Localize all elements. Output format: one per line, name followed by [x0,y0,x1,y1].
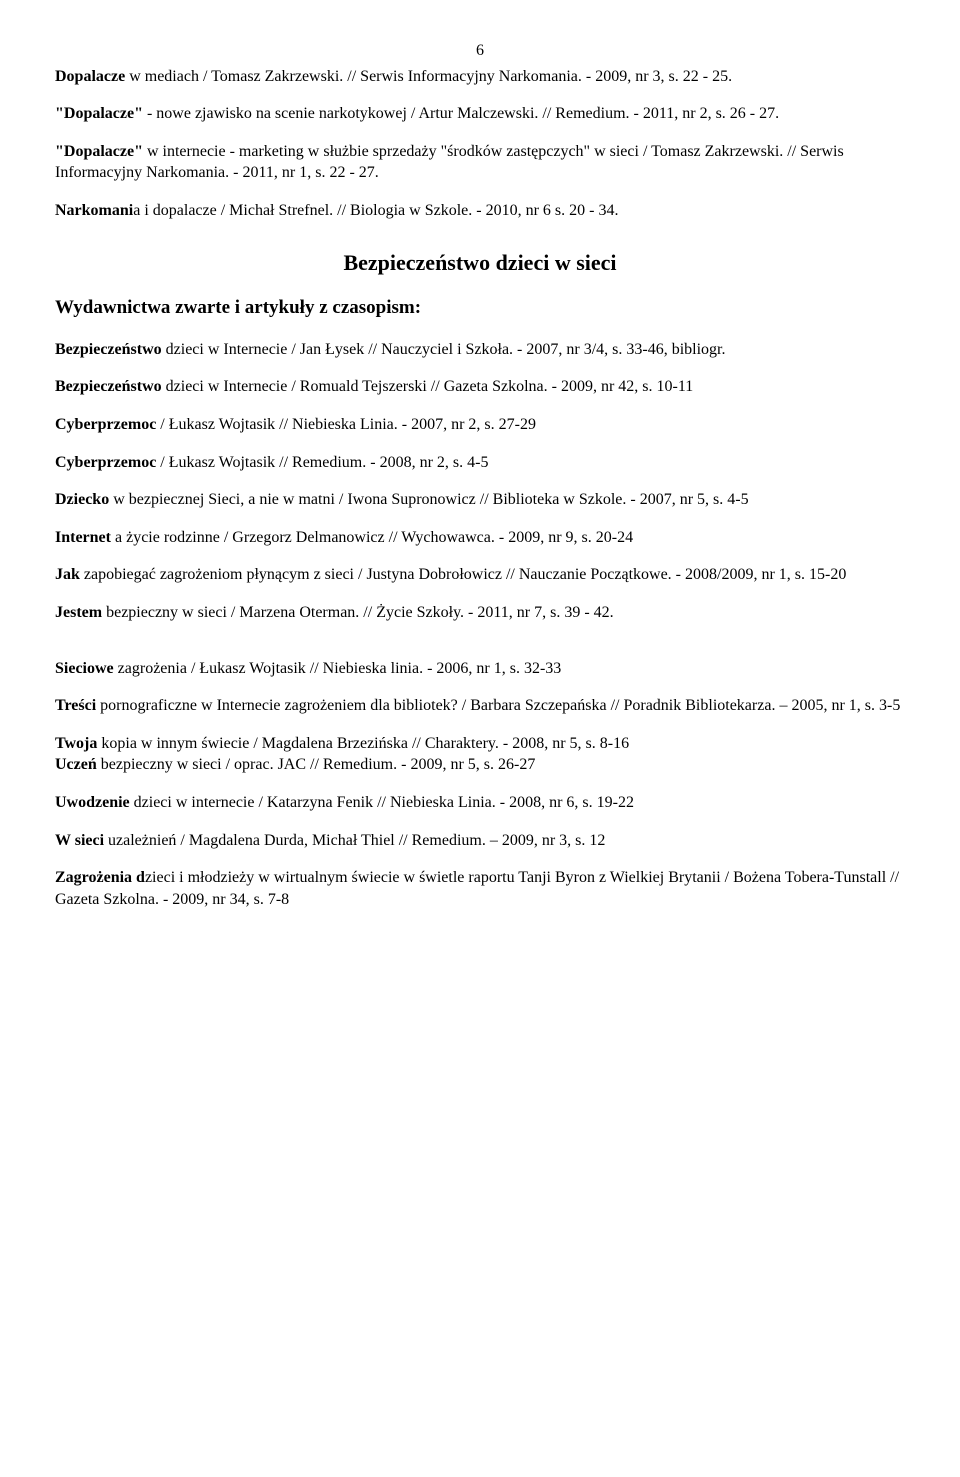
entry-rest: zapobiegać zagrożeniom płynącym z sieci … [80,566,846,583]
entry-lead: Internet [55,529,111,546]
bib-entry: Jak zapobiegać zagrożeniom płynącym z si… [55,564,905,586]
entry-rest: dzieci w Internecie / Romuald Tejszerski… [162,378,694,395]
bib-entry: Internet a życie rodzinne / Grzegorz Del… [55,527,905,549]
bib-entry: Treści pornograficzne w Internecie zagro… [55,695,905,717]
top-entries: Dopalacze w mediach / Tomasz Zakrzewski.… [55,66,905,222]
bib-entry-double: Twoja kopia w innym świecie / Magdalena … [55,733,905,776]
entry-lead: W sieci [55,832,104,849]
entry-rest: zieci i młodzieży w wirtualnym świecie w… [55,869,899,908]
entry-lead: Jak [55,566,80,583]
entry-rest: bezpieczny w sieci / Marzena Oterman. //… [102,604,614,621]
entry-lead: Dziecko [55,491,109,508]
entry-lead: Dopalacze [55,68,125,85]
bib-entry: Cyberprzemoc / Łukasz Wojtasik // Niebie… [55,414,905,436]
subsection-title: Wydawnictwa zwarte i artykuły z czasopis… [55,295,905,321]
entry-rest: w internecie - marketing w służbie sprze… [55,143,844,182]
bib-entry: Bezpieczeństwo dzieci w Internecie / Jan… [55,339,905,361]
entry-lead: Jestem [55,604,102,621]
entry-lead: Cyberprzemoc [55,416,156,433]
entry-rest: bezpieczny w sieci / oprac. JAC // Remed… [97,756,536,773]
entry-lead: Bezpieczeństwo [55,378,162,395]
entry-rest: dzieci w internecie / Katarzyna Fenik //… [130,794,634,811]
entry-lead: "Dopalacze" [55,143,143,160]
bib-entry: W sieci uzależnień / Magdalena Durda, Mi… [55,830,905,852]
bib-entry: Jestem bezpieczny w sieci / Marzena Oter… [55,602,905,624]
entry-rest: kopia w innym świecie / Magdalena Brzezi… [97,735,629,752]
bib-entry: Dziecko w bezpiecznej Sieci, a nie w mat… [55,489,905,511]
entry-rest: dzieci w Internecie / Jan Łysek // Naucz… [162,341,726,358]
page-number: 6 [55,40,905,62]
entry-rest: a i dopalacze / Michał Strefnel. // Biol… [133,202,618,219]
section-title: Bezpieczeństwo dzieci w sieci [55,248,905,278]
entry-rest: / Łukasz Wojtasik // Niebieska Linia. - … [156,416,536,433]
lower-entries: Sieciowe zagrożenia / Łukasz Wojtasik //… [55,658,905,717]
entry-lead: "Dopalacze" [55,105,143,122]
entry-lead: Sieciowe [55,660,114,677]
entry-rest: zagrożenia / Łukasz Wojtasik // Niebiesk… [114,660,562,677]
entry-lead: Treści [55,697,96,714]
bib-entry: Narkomania i dopalacze / Michał Strefnel… [55,200,905,222]
entry-lead: Zagrożenia d [55,869,145,886]
entry-rest: a życie rodzinne / Grzegorz Delmanowicz … [111,529,633,546]
bib-entry: Sieciowe zagrożenia / Łukasz Wojtasik //… [55,658,905,680]
entry-lead: Cyberprzemoc [55,454,156,471]
bib-entry: Uwodzenie dzieci w internecie / Katarzyn… [55,792,905,814]
entry-lead: Narkomani [55,202,133,219]
entry-rest: pornograficzne w Internecie zagrożeniem … [96,697,900,714]
entry-rest: uzależnień / Magdalena Durda, Michał Thi… [104,832,605,849]
bib-entry: Zagrożenia dzieci i młodzieży w wirtualn… [55,867,905,910]
main-entries: Bezpieczeństwo dzieci w Internecie / Jan… [55,339,905,624]
bottom-entries: Uwodzenie dzieci w internecie / Katarzyn… [55,792,905,910]
bib-entry: Dopalacze w mediach / Tomasz Zakrzewski.… [55,66,905,88]
bib-entry: "Dopalacze" - nowe zjawisko na scenie na… [55,103,905,125]
bib-entry: "Dopalacze" w internecie - marketing w s… [55,141,905,184]
bib-entry: Cyberprzemoc / Łukasz Wojtasik // Remedi… [55,452,905,474]
entry-lead: Twoja [55,735,97,752]
entry-rest: - nowe zjawisko na scenie narkotykowej /… [143,105,779,122]
entry-rest: w mediach / Tomasz Zakrzewski. // Serwis… [125,68,732,85]
entry-lead: Uwodzenie [55,794,130,811]
entry-rest: w bezpiecznej Sieci, a nie w matni / Iwo… [109,491,748,508]
bib-entry: Bezpieczeństwo dzieci w Internecie / Rom… [55,376,905,398]
entry-lead: Bezpieczeństwo [55,341,162,358]
entry-rest: / Łukasz Wojtasik // Remedium. - 2008, n… [156,454,488,471]
entry-lead: Uczeń [55,756,97,773]
